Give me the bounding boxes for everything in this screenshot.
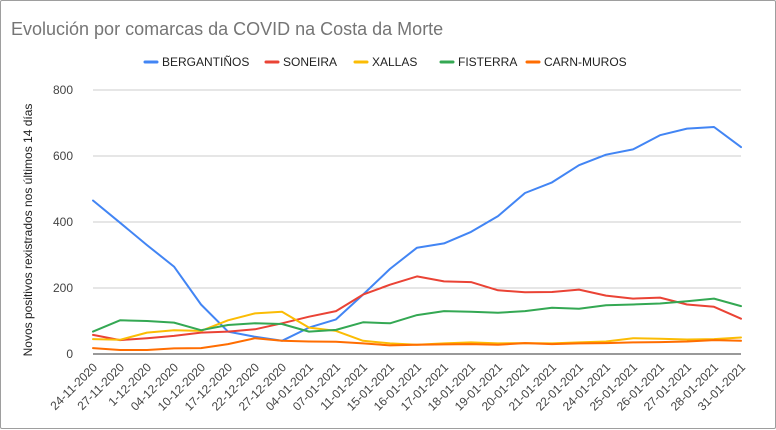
grid-lines xyxy=(93,89,741,355)
legend-label: XALLAS xyxy=(372,55,417,69)
y-tick-label: 400 xyxy=(53,215,73,229)
axes: 0 200 400 600 800 Novos positivos rexistrados… xyxy=(21,83,748,414)
chart-title: Evolución por comarcas da COVID na Costa… xyxy=(11,19,444,39)
legend-label: CARN-MUROS xyxy=(544,55,627,69)
series-lines xyxy=(92,126,742,351)
y-tick-label: 800 xyxy=(53,83,73,97)
y-axis-title: Novos positivos rexistrados nos últimos … xyxy=(21,104,35,357)
series-line xyxy=(92,310,742,346)
y-tick-label: 0 xyxy=(66,347,73,361)
series-line xyxy=(92,297,742,333)
legend-label: BERGANTIÑOS xyxy=(162,55,249,69)
legend-label: FISTERRA xyxy=(458,55,517,69)
y-tick-label: 200 xyxy=(53,281,73,295)
series-line xyxy=(92,337,742,351)
legend: BERGANTIÑOS SONEIRA XALLAS FISTERRA CARN-MUR… xyxy=(143,55,627,69)
legend-label: SONEIRA xyxy=(283,55,337,69)
series-line xyxy=(92,126,742,342)
series-line xyxy=(92,275,742,342)
y-tick-label: 600 xyxy=(53,149,73,163)
